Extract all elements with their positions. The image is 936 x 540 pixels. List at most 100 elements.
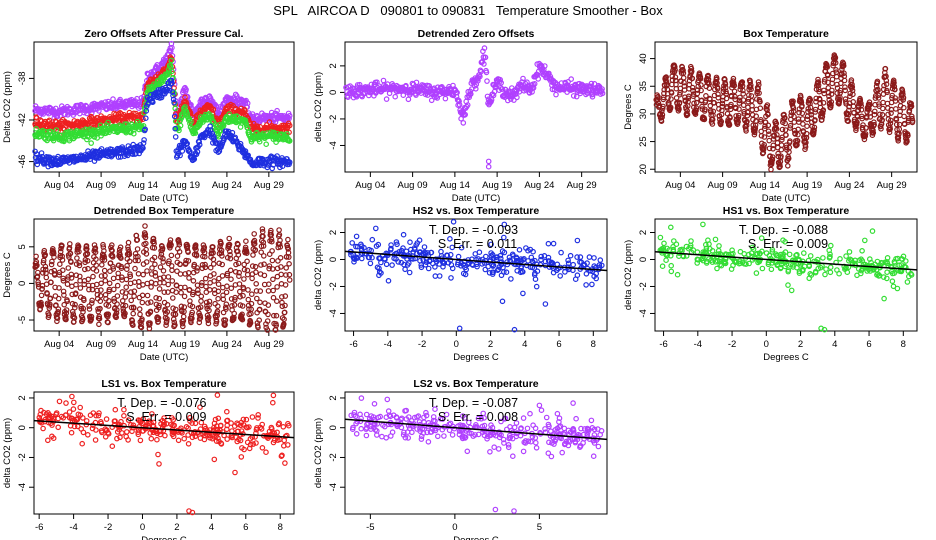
series-point-temperature (156, 295, 163, 302)
series-point-temperature (239, 316, 246, 323)
series-point-temperature (128, 304, 135, 311)
series-point-temperature (151, 245, 158, 251)
series-point-temperature (215, 288, 222, 295)
series-point-temperature (755, 79, 762, 85)
y-tick-label: 2 (17, 395, 28, 400)
series-point-temperature (198, 293, 205, 300)
series-point-hs2 (286, 159, 293, 166)
x-tick-label: 8 (591, 339, 596, 350)
series-point-temperature (731, 82, 738, 89)
y-tick-label: -2 (328, 282, 339, 290)
scatter-point (510, 253, 517, 259)
series-point-ls2 (553, 91, 559, 98)
series-point-temperature (773, 126, 780, 132)
x-axis-label: Degrees C (453, 352, 499, 363)
scatter-point (759, 265, 766, 272)
series-point-temperature (732, 105, 739, 112)
series-point-temperature (782, 115, 788, 121)
x-tick-label: Aug 04 (355, 180, 385, 191)
series-point-temperature (892, 86, 898, 93)
y-tick-label: 30 (638, 109, 649, 120)
scatter-point (589, 281, 595, 288)
series-point-temperature (866, 101, 873, 108)
series-point-temperature (730, 80, 737, 86)
series-point-temperature (735, 112, 742, 119)
series-point-temperature (80, 305, 87, 312)
series-point-temperature (764, 102, 771, 108)
series-point-temperature (761, 134, 768, 140)
series-point-ls2 (383, 96, 390, 102)
x-tick-label: -6 (35, 522, 43, 533)
series-point-temperature (180, 323, 186, 330)
scatter-point (534, 268, 541, 275)
series-point-hs2 (143, 115, 149, 122)
x-tick-label: Aug 29 (567, 180, 597, 191)
series-point-temperature (39, 285, 46, 292)
series-point-temperature (148, 299, 154, 305)
series-point-temperature (843, 101, 849, 107)
series-point-ls2 (464, 102, 471, 108)
series-point-temperature (219, 253, 225, 259)
series-point-temperature (211, 278, 218, 284)
series-point-temperature (744, 118, 750, 125)
series-point-temperature (203, 283, 209, 290)
series-point-temperature (728, 93, 735, 100)
series-point-temperature (282, 302, 288, 309)
series-point-temperature (735, 114, 742, 121)
series-point-hs2 (142, 126, 149, 133)
series-point-temperature (184, 243, 191, 249)
x-tick-label: Aug 04 (44, 339, 74, 350)
y-tick-label: -4 (17, 483, 28, 491)
series-point-ls2 (467, 91, 474, 97)
series-point-temperature (880, 99, 886, 106)
series-point-temperature (782, 127, 789, 133)
series-point-temperature (736, 100, 743, 106)
series-point-temperature (761, 144, 767, 150)
series-point-temperature (803, 130, 810, 137)
series-point-temperature (261, 261, 267, 268)
series-point-temperature (841, 77, 848, 84)
series-point-temperature (59, 257, 66, 263)
std-error-annotation: S. Err. = 0.009 (748, 237, 828, 251)
outlier-point (542, 301, 549, 307)
series-point-temperature (778, 142, 785, 148)
scatter-point (114, 435, 120, 442)
plot-frame (654, 218, 918, 332)
series-point-temperature (757, 105, 764, 112)
chart-title: LS1 vs. Box Temperature (101, 378, 226, 390)
panel-p1: Zero Offsets After Pressure Cal.Date (UT… (2, 28, 295, 204)
series-point-temperature (737, 94, 743, 101)
series-point-temperature (693, 107, 699, 114)
series-point-temperature (862, 131, 869, 137)
series-point-temperature (821, 87, 827, 94)
y-tick-label: 35 (638, 81, 649, 92)
series-point-temperature (274, 284, 280, 290)
series-point-hs2 (172, 134, 179, 140)
series-point-temperature (104, 313, 111, 320)
scatter-point (858, 256, 864, 263)
series-point-temperature (252, 263, 259, 270)
series-point-temperature (143, 251, 150, 257)
series-point-temperature (744, 109, 751, 116)
y-tick-label: 2 (638, 230, 649, 235)
series-point-temperature (124, 266, 130, 273)
series-point-temperature (220, 296, 227, 303)
scatter-point (350, 255, 357, 261)
series-point-temperature (82, 266, 88, 273)
series-point-temperature (232, 268, 239, 275)
series-point-temperature (850, 103, 857, 110)
y-tick-label: 40 (638, 53, 649, 64)
series-point-temperature (711, 100, 718, 106)
scatter-point (896, 262, 903, 269)
series-point-hs2 (166, 87, 173, 94)
scatter-point (814, 256, 821, 263)
scatter-point (444, 252, 450, 259)
scatter-point (591, 263, 598, 269)
series-point-temperature (760, 149, 767, 156)
x-tick-label: Aug 29 (877, 180, 907, 191)
series-point-temperature (110, 266, 117, 272)
y-axis-label: delta CO2 (ppm) (623, 240, 634, 310)
series-point-temperature (114, 282, 121, 289)
series-point-temperature (268, 238, 275, 245)
series-point-temperature (55, 308, 61, 315)
